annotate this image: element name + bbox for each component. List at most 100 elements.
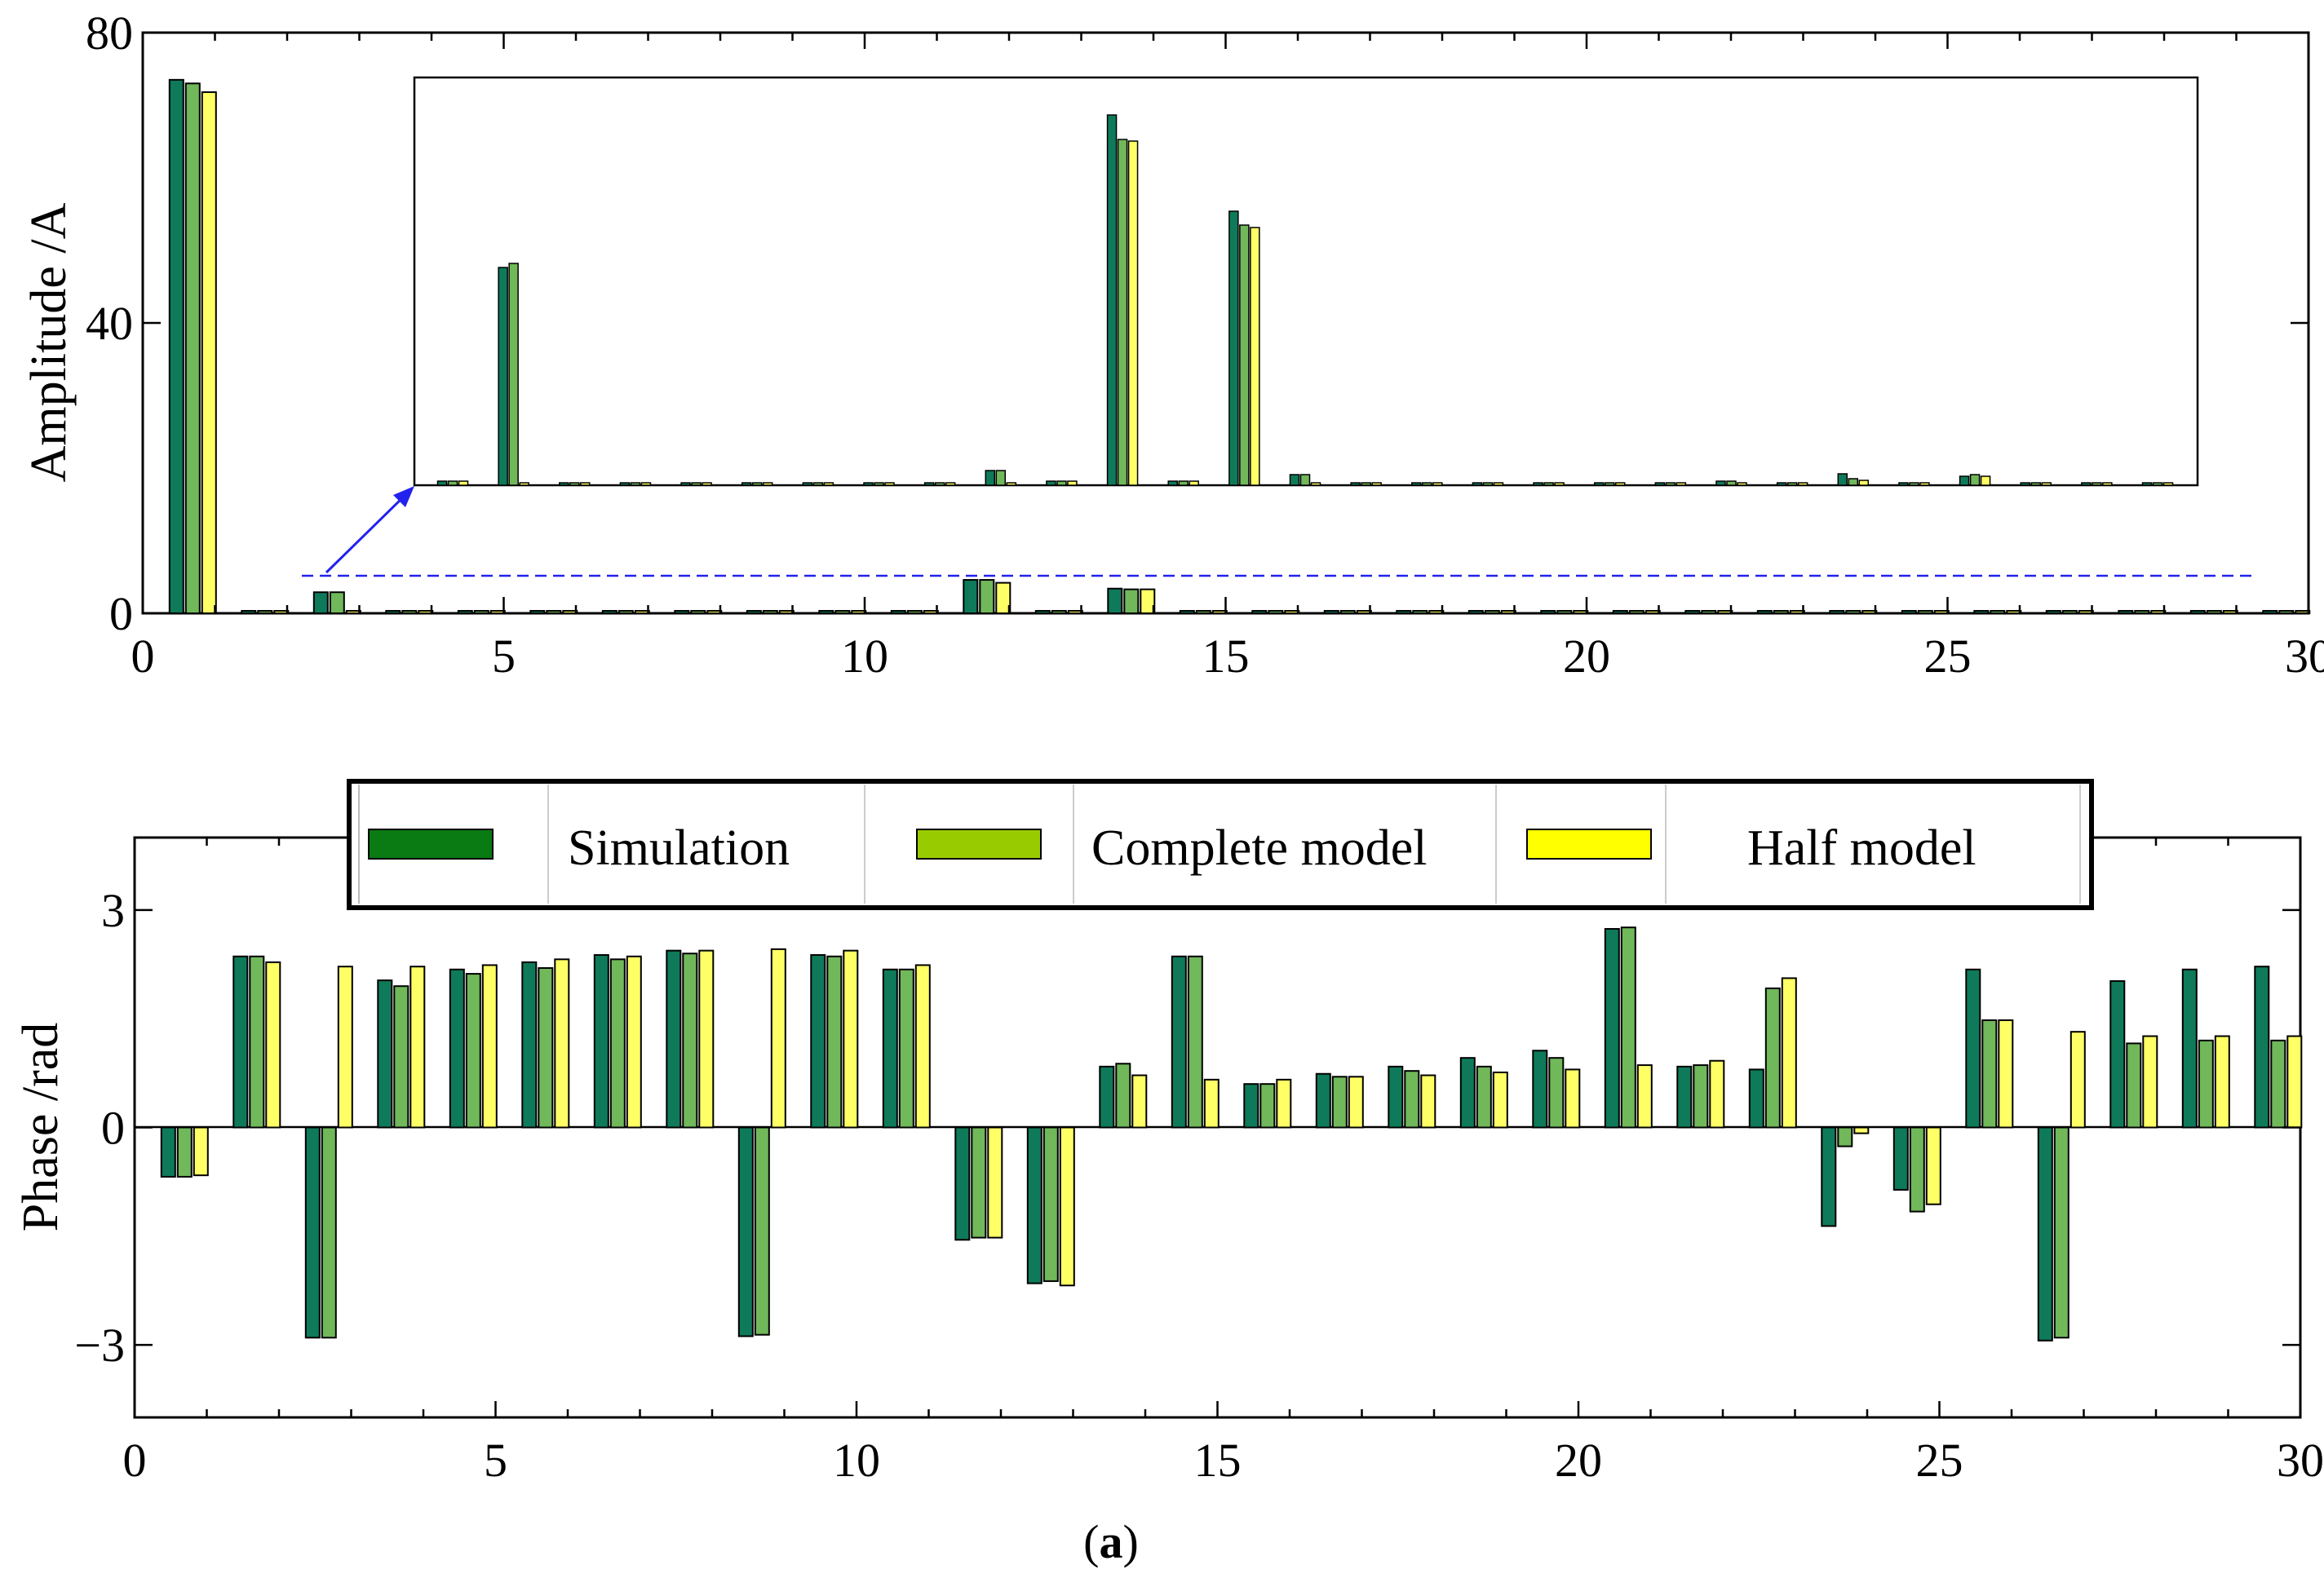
bar-complete-model-16 [1268, 610, 1284, 614]
bar-half-model-7 [634, 610, 650, 614]
bar-complete-model-29 [2198, 1039, 2214, 1129]
inset-bar-simulation-27 [1959, 475, 1970, 486]
bar-complete-model-19 [1476, 1065, 1492, 1129]
bar-simulation-5 [457, 610, 473, 614]
bar-half-model-20 [1573, 610, 1589, 614]
x-tick-label: 30 [2277, 1434, 2324, 1487]
bar-half-model-1 [201, 91, 217, 615]
inset-bar-half-model-13 [1127, 140, 1139, 486]
inset-bar-simulation-12 [1046, 480, 1056, 486]
x-tick-label: 5 [484, 1434, 507, 1487]
inset-bar-complete-model-13 [1117, 139, 1128, 486]
bar-simulation-30 [2262, 610, 2278, 614]
bar-complete-model-20 [1548, 1057, 1565, 1129]
bar-simulation-26 [1973, 610, 1990, 614]
inset-bar-simulation-30 [2141, 482, 2153, 486]
inset-bar-simulation-7 [741, 482, 752, 486]
inset-bar-complete-model-24 [1786, 482, 1798, 486]
bar-simulation-8 [674, 610, 690, 614]
inset-bar-simulation-14 [1167, 480, 1178, 486]
y-tick-label: 80 [86, 7, 133, 60]
bar-simulation-8 [666, 949, 682, 1129]
bar-complete-model-29 [2206, 610, 2222, 614]
bar-simulation-26 [1965, 968, 1981, 1129]
inset-bar-simulation-6 [680, 482, 691, 486]
inset-bar-complete-model-30 [2152, 482, 2163, 486]
inset-bar-complete-model-8 [812, 482, 824, 486]
y-tick-label: 0 [109, 587, 133, 640]
bar-simulation-23 [1756, 610, 1773, 614]
inset-bar-half-model-3 [519, 482, 529, 486]
bar-half-model-25 [1925, 1126, 1941, 1205]
bar-complete-model-28 [2134, 610, 2150, 614]
bar-half-model-4 [418, 610, 434, 614]
inset-bar-complete-model-10 [934, 482, 945, 486]
inset-bar-half-model-2 [458, 480, 469, 486]
inset-bar-half-model-17 [1371, 482, 1382, 486]
inset-bar-complete-model-28 [2030, 482, 2041, 486]
bar-complete-model-15 [1187, 955, 1203, 1129]
amplitude-bars [168, 78, 2311, 615]
inset-bar-half-model-4 [580, 482, 591, 486]
x-tick-label: 0 [131, 630, 155, 683]
bar-simulation-30 [2254, 966, 2270, 1129]
bar-half-model-28 [2150, 610, 2167, 614]
inset-bar-half-model-24 [1797, 482, 1808, 486]
bar-simulation-19 [1459, 1057, 1476, 1129]
bar-simulation-28 [2109, 979, 2126, 1129]
bar-simulation-2 [232, 955, 249, 1129]
inset-bar-simulation-19 [1472, 482, 1483, 486]
bar-half-model-20 [1565, 1068, 1581, 1129]
bar-half-model-10 [843, 949, 859, 1129]
bar-half-model-28 [2142, 1035, 2158, 1129]
inset-bar-simulation-13 [1106, 114, 1118, 486]
inset-bar-simulation-9 [863, 482, 874, 486]
bar-half-model-15 [1203, 1078, 1220, 1129]
bar-half-model-3 [345, 610, 361, 614]
bar-half-model-27 [2069, 1031, 2086, 1129]
bar-simulation-21 [1604, 927, 1620, 1129]
bar-simulation-13 [1034, 610, 1051, 614]
inset-bar-half-model-6 [702, 482, 712, 486]
bar-complete-model-27 [2053, 1126, 2069, 1339]
bar-simulation-29 [2189, 610, 2206, 614]
bar-simulation-27 [2037, 1126, 2053, 1342]
bar-half-model-30 [2286, 1035, 2303, 1129]
inset-bar-half-model-21 [1614, 482, 1626, 486]
bar-complete-model-5 [473, 610, 489, 614]
inset-bar-half-model-11 [1006, 482, 1017, 486]
bar-complete-model-25 [1909, 1126, 1925, 1213]
bar-simulation-29 [2181, 968, 2198, 1129]
bar-complete-model-9 [762, 610, 778, 614]
bar-half-model-21 [1636, 1064, 1653, 1129]
bar-complete-model-5 [465, 973, 481, 1129]
inset-bar-complete-model-21 [1604, 482, 1615, 486]
bar-simulation-2 [241, 610, 257, 614]
inset-bar-half-model-14 [1189, 480, 1199, 486]
inset-bar-simulation-23 [1715, 480, 1726, 486]
bar-complete-model-8 [682, 953, 698, 1129]
inset-bar-half-model-22 [1675, 482, 1687, 486]
inset-bar-complete-model-5 [630, 482, 641, 486]
y-tick-label: 3 [101, 884, 125, 937]
inset-bar-complete-model-16 [1299, 474, 1311, 486]
inset-bar-simulation-2 [436, 480, 448, 486]
inset-bar-half-model-20 [1554, 482, 1565, 486]
inset-bar-simulation-28 [2020, 482, 2030, 486]
legend-swatch-simulation [368, 829, 494, 860]
bar-half-model-29 [2214, 1035, 2230, 1129]
bar-complete-model-22 [1693, 1064, 1709, 1129]
inset-bar-half-model-5 [640, 482, 652, 486]
bar-simulation-16 [1243, 1083, 1259, 1129]
y-tick-label: −3 [74, 1319, 125, 1372]
inset-bar-half-model-25 [1858, 480, 1870, 486]
bar-simulation-7 [601, 610, 618, 614]
inset-bar-simulation-15 [1228, 210, 1239, 486]
bar-complete-model-7 [609, 958, 626, 1129]
inset-bar-half-model-18 [1432, 482, 1443, 486]
inset-bar-complete-model-18 [1422, 482, 1432, 486]
bar-simulation-17 [1315, 1072, 1331, 1129]
phase-y-axis-label: Phase /rad [13, 1023, 69, 1232]
bar-complete-model-26 [1981, 1019, 1998, 1129]
inset-bar-simulation-11 [985, 470, 996, 486]
